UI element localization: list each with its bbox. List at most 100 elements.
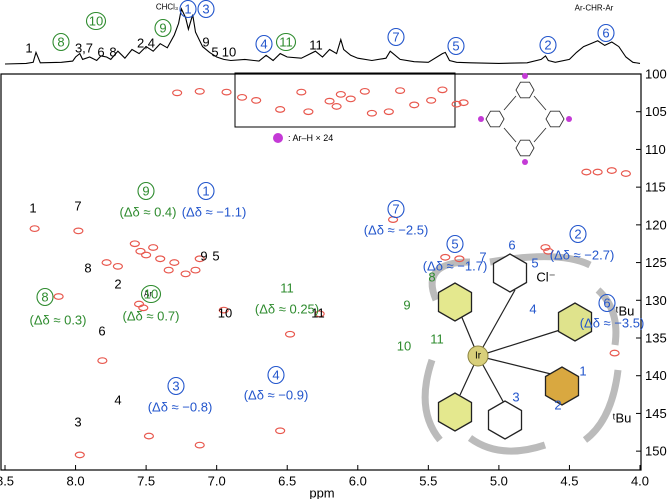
peak-label: 6 <box>98 324 105 339</box>
structure-label: 6 <box>508 238 515 253</box>
bracket <box>467 435 547 455</box>
peak-label: 3 <box>172 379 179 394</box>
calix-bond <box>503 95 517 111</box>
peak <box>426 96 437 104</box>
label-circle <box>154 18 172 38</box>
label-circle <box>275 32 297 52</box>
spectrum-label: 4 <box>260 37 267 52</box>
spectrum-label: 3,7 <box>75 41 93 56</box>
peak <box>143 432 155 440</box>
peak <box>366 109 377 117</box>
peak-label: 7 <box>392 202 399 217</box>
spectrum-label: 9 <box>202 35 209 50</box>
peak <box>236 93 248 101</box>
peak <box>53 293 64 300</box>
peak-label: 10 <box>218 306 232 321</box>
x-tick-label: 7.5 <box>137 474 155 489</box>
label-circle <box>387 199 405 219</box>
structure-label: Cl⁻ <box>536 270 555 285</box>
peak-label: 3 <box>74 415 81 430</box>
ring <box>487 400 523 440</box>
bracket <box>582 369 622 443</box>
peak-label: (Δδ ≈ −0.8) <box>148 400 213 415</box>
spectrum-label: 10 <box>89 14 103 29</box>
structure-label: 4 <box>529 302 536 317</box>
spectrum-label: 1 <box>184 2 191 17</box>
y-tick-label: 130 <box>645 293 667 308</box>
label-circle <box>137 181 155 201</box>
ring <box>437 392 473 432</box>
peak <box>138 304 149 312</box>
spectrum-label: 2,4 <box>137 36 155 51</box>
label-circle <box>140 284 162 304</box>
peak <box>275 106 286 113</box>
peak-label: 11 <box>311 306 325 321</box>
ar-h-dot <box>522 73 528 79</box>
peak-label: 4 <box>114 393 121 408</box>
peak <box>440 253 451 261</box>
x-tick-label: 8.0 <box>67 474 85 489</box>
plot-frame <box>0 73 642 471</box>
peak-label: (Δδ ≈ −0.9) <box>244 388 309 403</box>
x-tick-label: 6.0 <box>349 474 367 489</box>
bracket <box>595 287 620 346</box>
x-axis-label: ppm <box>309 486 334 499</box>
structure-label: 10 <box>397 339 411 354</box>
calix-ring <box>515 81 535 99</box>
peak <box>172 89 183 97</box>
structure-label: 3 <box>512 390 519 405</box>
label-circle <box>52 32 70 52</box>
label-circle <box>267 365 285 385</box>
label-circle <box>179 0 197 19</box>
spectrum-label: 6 <box>602 26 609 41</box>
y-tick-label: 100 <box>645 67 667 82</box>
peak-label: 11 <box>280 281 294 296</box>
peak <box>335 90 346 98</box>
spectrum-label: 9 <box>159 21 166 36</box>
peak <box>592 168 603 176</box>
calixarene <box>478 73 572 165</box>
y-tick-label: 125 <box>645 255 667 270</box>
peak <box>620 170 631 177</box>
structure-label: Ir <box>475 351 482 362</box>
peak <box>169 259 180 266</box>
peak <box>454 255 465 263</box>
peak <box>194 441 205 449</box>
spectrum-label: 11 <box>309 38 323 53</box>
peak <box>74 451 85 459</box>
label-circle <box>447 36 465 56</box>
y-tick-label: 105 <box>645 104 667 119</box>
peak-label: (Δδ ≈ 0.3) <box>29 313 86 328</box>
projection-line <box>4 7 641 65</box>
peak <box>275 427 286 435</box>
structure-label: 11 <box>430 332 444 347</box>
peak <box>284 330 296 338</box>
peak <box>180 270 191 278</box>
structure-label: ᵗBu <box>613 411 632 426</box>
spectrum-label: Ar-CHR-Ar <box>575 4 614 13</box>
peak-label: 1 <box>29 201 36 216</box>
spectrum-label: 11 <box>279 35 293 50</box>
y-tick-label: 120 <box>645 217 667 232</box>
ar-h-dot <box>522 159 528 165</box>
peak-label: (Δδ ≈ −3.5) <box>580 316 645 331</box>
peak <box>129 240 140 248</box>
peak <box>221 88 232 96</box>
peak <box>296 88 307 96</box>
peak-label: 8 <box>41 290 48 305</box>
peak <box>395 87 406 94</box>
peak <box>331 103 342 110</box>
peak <box>135 247 146 255</box>
peak-label: 1 <box>202 184 209 199</box>
label-circle <box>569 224 587 244</box>
peak <box>194 87 205 95</box>
label-circle <box>539 35 557 55</box>
x-tick-label: 8.5 <box>0 474 14 489</box>
ring <box>557 302 593 342</box>
peak <box>458 99 469 107</box>
peak <box>97 357 108 365</box>
peak-label: 5 <box>451 237 458 252</box>
peak <box>155 255 166 263</box>
peak-label: (Δδ ≈ 0.4) <box>119 205 176 220</box>
